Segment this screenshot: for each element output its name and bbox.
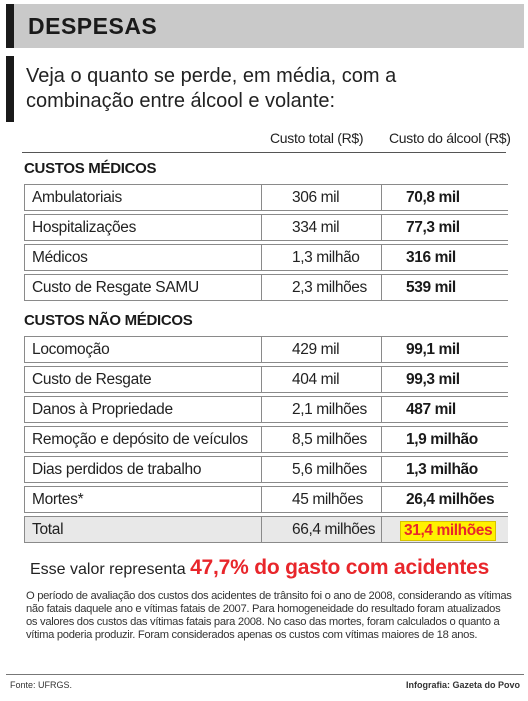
row-total: 429 mil [292,341,340,358]
row-total: 8,5 milhões [292,431,367,448]
table-row: Remoção e depósito de veículos 8,5 milhõ… [24,426,508,453]
methodology-note: O período de avaliação dos custos dos ac… [26,590,512,641]
footer-divider [6,674,524,675]
row-alcool: 70,8 mil [406,189,460,206]
row-alcool: 487 mil [406,401,456,418]
row-label: Remoção e depósito de veículos [32,431,248,448]
column-header-total: Custo total (R$) [270,130,364,146]
row-label: Custo de Resgate [32,371,152,388]
row-total: 45 milhões [292,491,363,508]
table-row: Custo de Resgate SAMU 2,3 milhões 539 mi… [24,274,508,301]
table-row: Mortes* 45 milhões 26,4 milhões [24,486,508,513]
table-row-total: Total 66,4 milhões 31,4 milhões [24,516,508,543]
row-label: Danos à Propriedade [32,401,173,418]
row-total: 1,3 milhão [292,249,360,266]
table-row: Dias perdidos de trabalho 5,6 milhões 1,… [24,456,508,483]
row-total: 2,1 milhões [292,401,367,418]
page-title: DESPESAS [28,13,158,39]
intro-accent-bar [6,56,14,122]
table-row: Médicos 1,3 milhão 316 mil [24,244,508,271]
row-label: Hospitalizações [32,219,137,236]
table-row: Ambulatoriais 306 mil 70,8 mil [24,184,508,211]
row-label: Locomoção [32,341,110,358]
row-alcool: 99,1 mil [406,341,460,358]
row-total: 404 mil [292,371,340,388]
row-alcool: 1,9 milhão [406,431,478,448]
row-alcool: 77,3 mil [406,219,460,236]
row-total: 334 mil [292,219,340,236]
summary-highlight: 47,7% do gasto com acidentes [190,556,490,579]
row-label: Dias perdidos de trabalho [32,461,202,478]
row-total: 306 mil [292,189,340,206]
section-title-medical: CUSTOS MÉDICOS [24,160,157,177]
row-label: Custo de Resgate SAMU [32,279,199,296]
row-label: Mortes* [32,491,84,508]
credit-text: Infografia: Gazeta do Povo [405,680,520,690]
table-row: Danos à Propriedade 2,1 milhões 487 mil [24,396,508,423]
table-row: Custo de Resgate 404 mil 99,3 mil [24,366,508,393]
intro-text: Veja o quanto se perde, em média, com a … [26,65,397,112]
row-label: Ambulatoriais [32,189,123,206]
row-total: 2,3 milhões [292,279,367,296]
table-row: Locomoção 429 mil 99,1 mil [24,336,508,363]
source-text: Fonte: UFRGS. [10,680,73,690]
header-divider [22,152,506,153]
section-title-non-medical: CUSTOS NÃO MÉDICOS [24,312,193,329]
header-bar: DESPESAS [6,4,524,48]
row-alcool: 26,4 milhões [406,491,495,508]
row-total: 66,4 milhões [292,521,376,538]
row-label: Médicos [32,249,88,266]
row-alcool: 1,3 milhão [406,461,478,478]
row-alcool-highlight: 31,4 milhões [400,521,497,541]
summary-line: Esse valor representa 47,7% do gasto com… [30,556,489,580]
column-header-alcool: Custo do álcool (R$) [389,130,511,146]
row-total: 5,6 milhões [292,461,367,478]
summary-prefix: Esse valor representa [30,561,191,578]
row-alcool: 316 mil [406,249,456,266]
table-row: Hospitalizações 334 mil 77,3 mil [24,214,508,241]
row-alcool: 539 mil [406,279,456,296]
row-alcool: 99,3 mil [406,371,460,388]
row-label: Total [32,521,64,538]
